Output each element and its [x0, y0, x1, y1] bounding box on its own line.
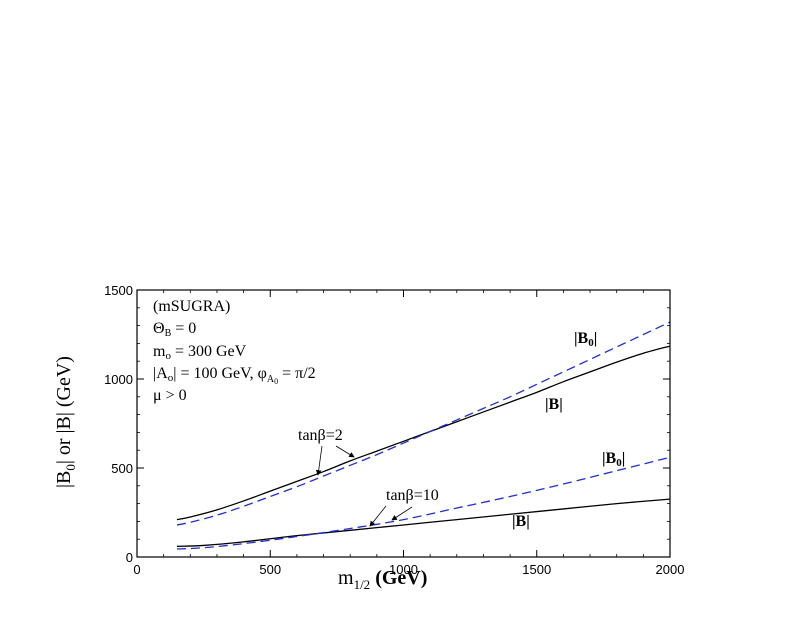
plot-frame — [136, 289, 671, 558]
axis-ticks: 0 500 1000 1500 2000 0 500 1000 1500 — [104, 283, 684, 577]
x-axis-label: m1/2 (GeV) — [338, 567, 427, 592]
label-tanb2: tanβ=2 — [298, 427, 343, 444]
annotation-a0: |Ao| = 100 GeV, φA0 = π/2 — [153, 365, 316, 386]
x-tick-label: 1000 — [389, 562, 418, 577]
series-line-4 — [176, 456, 671, 550]
annotation-m0: mo = 300 GeV — [153, 343, 247, 362]
x-tick-label: 500 — [259, 562, 281, 577]
x-tick-label: 0 — [133, 562, 140, 577]
y-tick-label: 0 — [126, 550, 133, 565]
arrow-tanb2-a — [315, 445, 323, 476]
y-axis-label: |B0| or |B| (GeV) — [53, 356, 78, 488]
x-tick-label: 2000 — [656, 562, 685, 577]
label-tanb10: tanβ=10 — [386, 487, 439, 504]
series-line-2 — [176, 321, 671, 526]
arrow-tanb2-b — [335, 445, 355, 458]
y-tick-label: 1500 — [104, 283, 133, 298]
annotation-mu: μ > 0 — [153, 387, 187, 404]
y-tick-label: 500 — [111, 461, 133, 476]
annotation-msugra: (mSUGRA) — [153, 298, 230, 315]
annotation-thetab: ΘB = 0 — [153, 320, 196, 339]
series-line-1 — [176, 345, 671, 521]
arrow-tanb10-a — [369, 505, 387, 527]
series-lines — [176, 321, 671, 550]
label-b0-lower: |B0| — [602, 450, 625, 469]
arrow-tanb10-b — [391, 506, 413, 521]
label-b0-upper: |B0| — [574, 330, 597, 349]
label-b-lower: |B| — [512, 513, 530, 530]
x-tick-label: 1500 — [522, 562, 551, 577]
label-b-upper: |B| — [545, 396, 563, 413]
series-line-3 — [176, 498, 671, 547]
y-tick-label: 1000 — [104, 372, 133, 387]
